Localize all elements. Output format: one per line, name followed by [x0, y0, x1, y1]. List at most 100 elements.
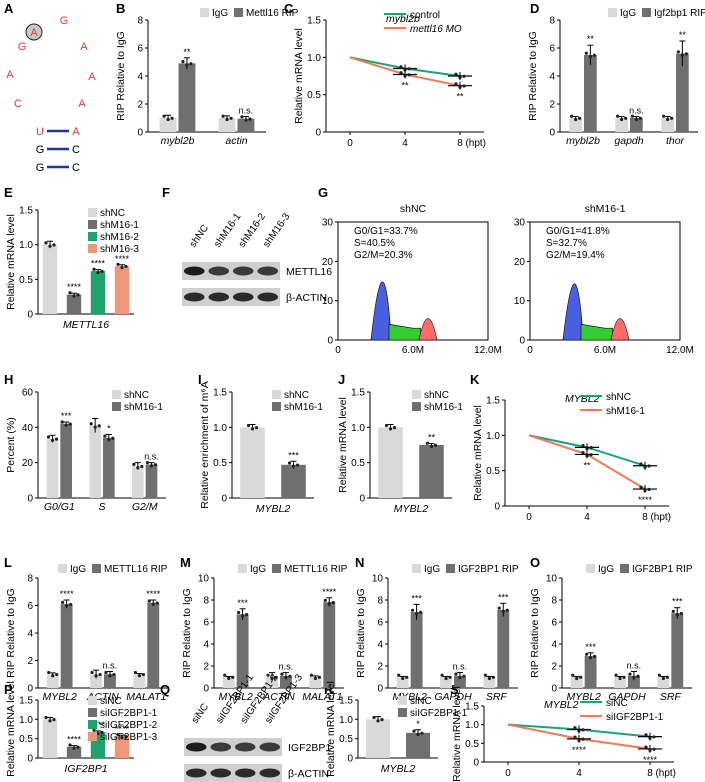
legend-swatch [88, 696, 97, 705]
replicate-point [147, 599, 151, 603]
bar [630, 118, 643, 132]
replicate-point [313, 676, 317, 681]
blot-band [208, 266, 230, 276]
bar [614, 677, 626, 688]
replicate-point [483, 673, 487, 677]
replicate-point [52, 243, 56, 247]
bar [676, 53, 689, 132]
replicate-point [327, 602, 331, 606]
legend-label: siIGF2BP1-1 [410, 708, 468, 719]
replicate-point [111, 436, 115, 440]
replicate-point [458, 675, 462, 680]
legend-label: shM16-1 [284, 402, 323, 413]
y-tick-label: 2 [551, 662, 557, 673]
y-tick-label: 1.5 [19, 206, 33, 217]
legend-label: IgG [424, 564, 440, 575]
x-tick-label: SRF [660, 691, 682, 703]
replicate-point [68, 422, 72, 426]
significance-label: ** [401, 81, 409, 91]
flow-stat: G0/G1=41.8% [546, 226, 610, 237]
legend-swatch [412, 402, 421, 411]
replicate-point [571, 673, 575, 677]
loop-base: A [78, 98, 86, 110]
bar [114, 266, 130, 314]
replicate-point [51, 674, 55, 678]
significance-label: * [416, 719, 420, 729]
y-tick-label: 0 [315, 128, 321, 139]
replicate-point [454, 72, 458, 76]
legend-label: IgG [70, 564, 86, 575]
replicate-point [579, 675, 583, 679]
legend-swatch [238, 564, 247, 573]
blot-band [185, 768, 207, 778]
x-tick-label: 8 [647, 768, 653, 779]
legend-swatch [234, 8, 243, 17]
y-tick-label: 1.0 [213, 423, 227, 434]
blot-lane-label: shNC [188, 223, 211, 250]
replicate-point [96, 270, 100, 275]
bar [90, 674, 102, 688]
bar [378, 427, 403, 498]
chart-panel-h: 0 20 40 60 Percent (%) *** G0/G1 * Sn.s. G2/M shNC… [5, 388, 166, 513]
y-tick-label: 6 [549, 44, 555, 55]
legend-label: shM16-1 [100, 220, 139, 231]
bar [570, 677, 583, 688]
blot-band [234, 768, 256, 778]
chart-panel-o: 0 2 4 6 8 10 RIP Relative to IgG *** MYBL2 n.s. GA… [529, 564, 693, 703]
y-tick-label: 0 [27, 310, 33, 321]
blot-band [208, 292, 230, 302]
y-tick-label: 1.0 [339, 715, 353, 726]
y-tick-label: 0 [359, 494, 365, 505]
replicate-point [185, 63, 189, 67]
legend-label: IgG [620, 8, 636, 19]
replicate-point [584, 51, 588, 55]
replicate-point [76, 293, 80, 297]
bar [657, 677, 670, 688]
y-axis-label: Relative mRNA level [325, 681, 337, 777]
y-tick-label: 1.0 [465, 720, 479, 731]
replicate-point [116, 262, 120, 266]
x-tick-label: SRF [486, 691, 508, 703]
replicate-point [647, 464, 651, 468]
replicate-point [454, 82, 458, 86]
bar [46, 674, 59, 688]
y-tick-label: 1.5 [351, 388, 365, 399]
replicate-point [89, 422, 93, 426]
bar [60, 423, 72, 498]
flow-histogram-0: 0 10 20 30 0 6.0M 12.0M shNC G0/G1=33.7%S=40.5%G… [322, 203, 502, 356]
replicate-point [639, 462, 643, 466]
legend-label: shM16-1 [124, 402, 163, 413]
legend-swatch [608, 8, 617, 17]
y-tick-label: 1.5 [19, 696, 33, 707]
replicate-point [412, 729, 416, 733]
y-tick-label: 40 [22, 423, 34, 434]
significance-label: * [107, 423, 111, 433]
replicate-point [166, 117, 170, 122]
replicate-point [317, 675, 321, 679]
replicate-point [96, 731, 100, 736]
replicate-point [266, 673, 270, 677]
y-axis-label: Relative mRNA level [337, 397, 349, 493]
replicate-point [573, 726, 577, 730]
legend-swatch [642, 8, 651, 17]
y-tick-label: 10 [198, 574, 210, 585]
x-tick-label: 4 [576, 768, 582, 779]
legend-swatch [412, 390, 421, 399]
legend-label: IgG [250, 564, 266, 575]
x-tick-label: 4 [584, 512, 590, 523]
g1-peak [370, 281, 391, 341]
bar [309, 677, 322, 688]
y-tick-label: 4 [137, 72, 143, 83]
replicate-point [288, 674, 292, 678]
replicate-point [97, 424, 101, 428]
blot-strip [182, 262, 280, 280]
replicate-point [153, 463, 158, 467]
flow-stat: G2/M=20.3% [354, 250, 413, 261]
y-tick-label: 0.5 [19, 275, 33, 286]
y-tick-label: 6 [203, 618, 209, 629]
x-tick-label: 0 [526, 512, 532, 523]
replicate-point [415, 612, 419, 616]
x-tick-label: MALAT1 [302, 691, 342, 703]
replicate-point [69, 602, 73, 607]
